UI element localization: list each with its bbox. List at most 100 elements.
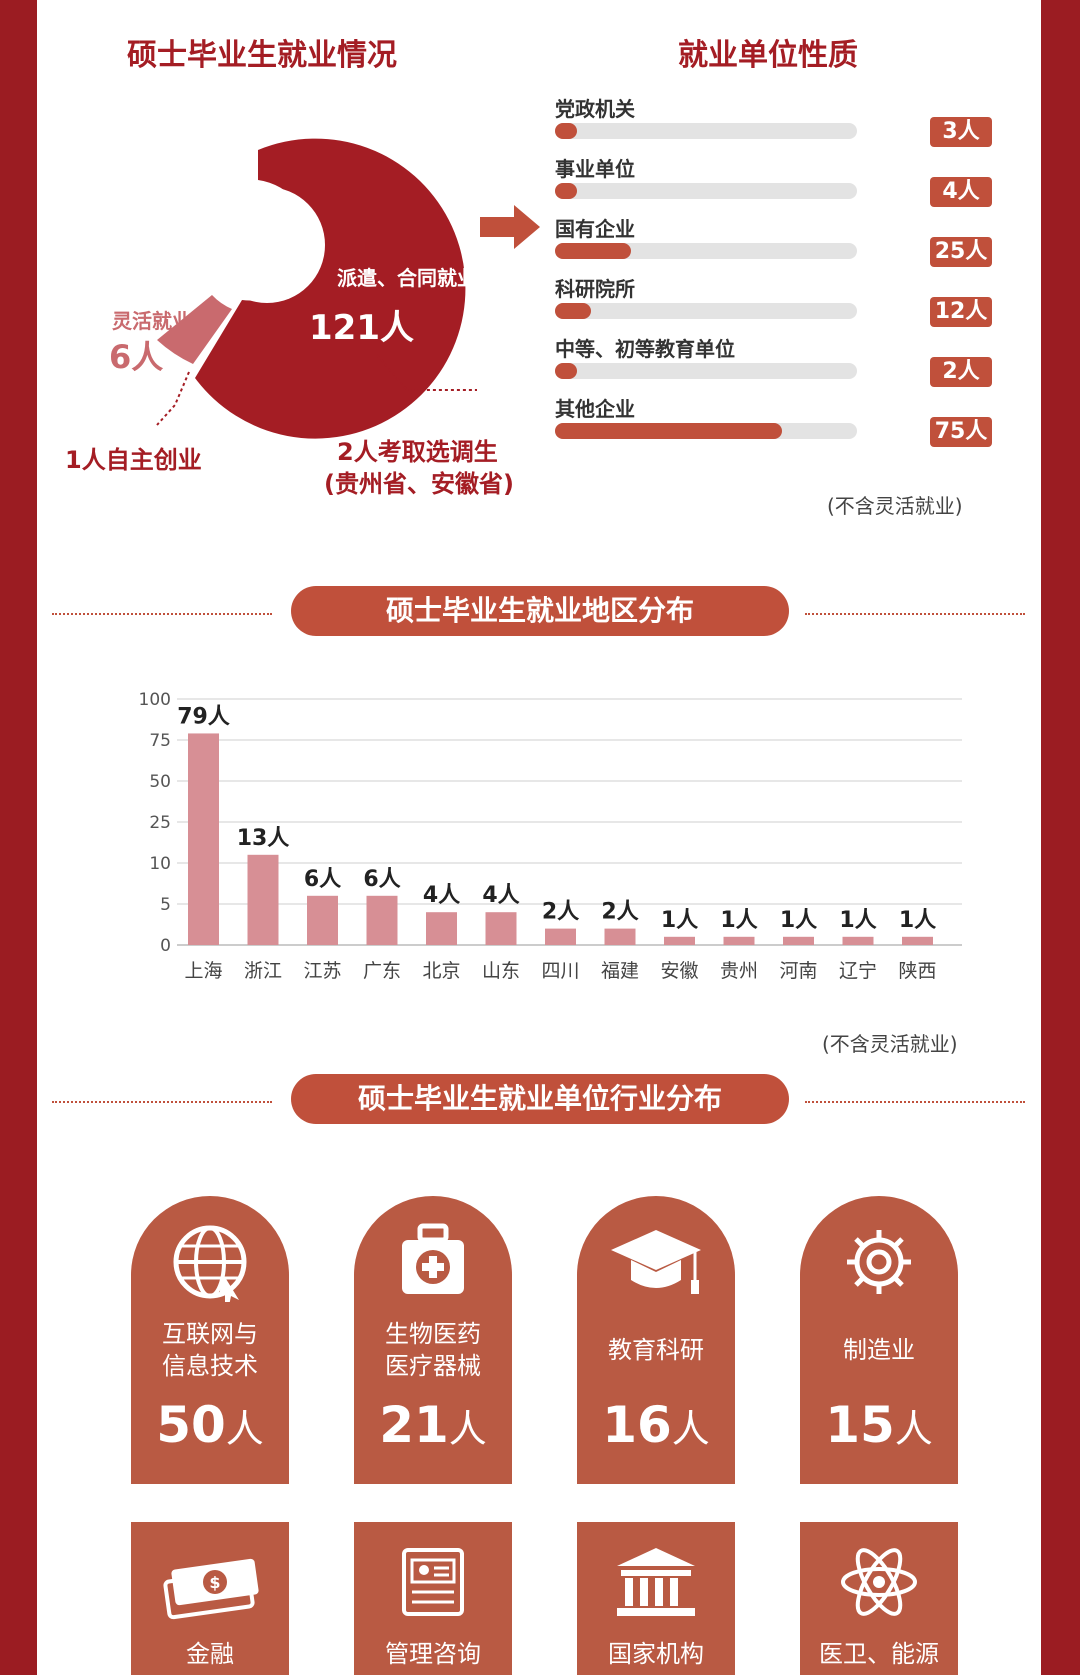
nature-bar-track [555,363,857,379]
y-tick-label: 75 [149,731,171,751]
divider-left [52,613,272,615]
count-unit: 人 [671,1407,710,1451]
industry-name: 制造业 [843,1336,915,1364]
region-category-label: 广东 [363,960,401,982]
segment-flexible-label: 灵活就业 [112,309,192,333]
nature-bar-label: 其他企业 [555,397,635,421]
segment-flexible-value: 6人 [109,338,164,376]
region-data-label: 1人 [720,908,757,933]
nature-bar-label: 中等、初等教育单位 [555,337,735,361]
region-category-label: 江苏 [303,960,341,982]
industry-card-healthcare-energy: 医卫、能源 [800,1522,958,1675]
graduation-cap-icon [611,1230,701,1294]
segment-dispatch-label: 派遣、合同就业 [337,266,477,290]
region-bar [485,912,517,945]
region-bar [188,733,219,945]
industry-count: 15人 [800,1396,958,1454]
industry-name: 金融 [186,1640,234,1668]
nature-bar-badge: 25人 [930,237,992,267]
nature-bar-track [555,243,857,259]
nature-bar-fill [555,123,577,139]
region-data-label: 6人 [363,867,400,892]
count-number: 50 [156,1396,226,1454]
nature-bar-badge: 2人 [930,357,992,387]
region-category-label: 北京 [422,960,460,982]
count-number: 15 [825,1396,895,1454]
y-tick-label: 25 [149,813,171,833]
industry-card-finance: $ 金融 [131,1522,289,1675]
divider-left-2 [52,1101,272,1103]
region-bar [307,895,338,945]
region-data-label: 6人 [304,867,341,892]
y-tick-label: 5 [160,895,171,915]
industry-name: 互联网与 信息技术 [162,1320,258,1380]
region-category-label: 辽宁 [839,960,877,982]
nature-bar-fill [555,423,782,439]
nature-bar-label: 事业单位 [555,157,635,181]
region-bar [604,928,636,945]
nature-bar-track [555,183,857,199]
industry-count: 21人 [354,1396,512,1454]
region-data-label: 1人 [661,908,698,933]
region-bar [426,912,457,945]
industry-count: 50人 [131,1396,289,1454]
nature-note: (不含灵活就业) [827,494,963,518]
divider-right-2 [805,1101,1025,1103]
count-number: 21 [379,1396,449,1454]
document-icon [402,1548,464,1616]
nature-bar-label: 国有企业 [555,217,635,241]
region-bar [723,936,755,945]
industry-count: 16人 [577,1396,735,1454]
region-data-label: 2人 [601,900,638,925]
count-unit: 人 [894,1407,933,1451]
region-data-label: 1人 [839,908,876,933]
region-section-title: 硕士毕业生就业地区分布 [291,586,789,636]
industry-card-manufacturing: 制造业 15人 [800,1196,958,1484]
nature-bar-track [555,123,857,139]
medical-kit-icon [402,1223,464,1294]
region-data-label: 79人 [177,704,230,729]
donut-title: 硕士毕业生就业情况 [127,38,397,73]
industry-name: 教育科研 [608,1336,704,1364]
region-bar [366,895,398,945]
region-data-label: 1人 [780,908,817,933]
y-tick-label: 0 [160,936,171,956]
y-tick-label: 10 [149,854,171,874]
page: 硕士毕业生就业情况 派遣、合同就业 121人 灵活就业 6人 1人自主创业 2人… [37,0,1041,1675]
region-bar [545,928,576,945]
svg-text:$: $ [209,1573,220,1592]
industry-card-internet: 互联网与 信息技术 50人 [131,1196,289,1484]
count-unit: 人 [225,1407,264,1451]
region-bar [783,936,814,945]
industry-name: 管理咨询 [385,1640,481,1668]
nature-bar-track [555,303,857,319]
globe-icon [173,1225,247,1302]
nature-bar-badge: 75人 [930,417,992,447]
leader-self-employed [156,371,190,426]
nature-bar-track [555,423,857,439]
region-category-label: 福建 [601,960,639,982]
region-category-label: 贵州 [720,960,758,982]
nature-bar-label: 科研院所 [555,277,635,301]
money-icon: $ [163,1558,259,1620]
nature-title: 就业单位性质 [678,38,858,73]
nature-bar-fill [555,363,577,379]
industry-name: 国家机构 [608,1640,704,1668]
y-tick-label: 50 [149,772,171,792]
region-category-label: 四川 [541,960,579,982]
count-number: 16 [602,1396,672,1454]
nature-bar-fill [555,303,592,319]
industry-card-biomedicine: 生物医药 医疗器械 21人 [354,1196,512,1484]
nature-bar-fill [555,183,577,199]
region-note: (不含灵活就业) [822,1032,958,1056]
donut-segment-dispatch [195,138,466,439]
region-data-label: 1人 [899,908,936,933]
nature-bar-badge: 3人 [930,117,992,147]
annotation-self-employed: 1人自主创业 [65,446,202,474]
region-category-label: 山东 [482,960,520,982]
region-data-label: 2人 [542,900,579,925]
arrow-right-icon [480,205,540,249]
industry-name: 生物医药 医疗器械 [385,1320,481,1380]
leader-selected-students [376,354,477,391]
